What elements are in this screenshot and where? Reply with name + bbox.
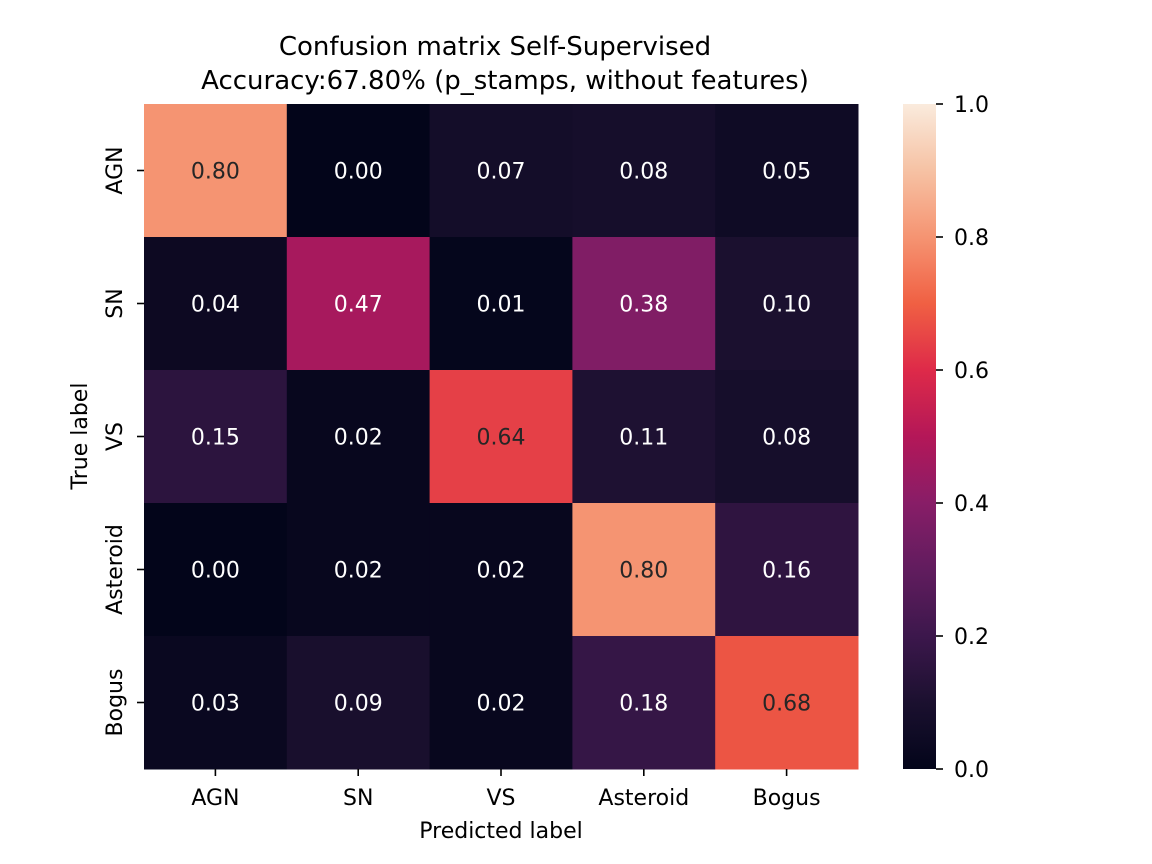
cell-value-label: 0.38: [619, 293, 668, 318]
cell-value-label: 0.07: [477, 160, 526, 185]
heatmap-cell: [572, 104, 716, 238]
colorbar-tick-label: 0.2: [954, 625, 989, 650]
cell-value-label: 0.80: [619, 559, 668, 584]
heatmap-cell: [144, 370, 288, 504]
heatmap-cell: [286, 104, 431, 238]
cell-value-label: 0.10: [762, 293, 811, 318]
cell-value-label: 0.02: [477, 559, 526, 584]
colorbar-tick-label: 0.6: [954, 359, 989, 384]
y-tick-label: Asteroid: [103, 524, 128, 615]
cell-value-label: 0.64: [477, 426, 526, 451]
cell-value-label: 0.00: [334, 160, 383, 185]
heatmap-cell: [144, 636, 288, 770]
x-axis: AGN SN VS Asteroid Bogus: [191, 769, 821, 811]
heatmap-cell: [715, 503, 859, 637]
heatmap-cell: [144, 503, 288, 637]
chart-title-line2: Accuracy:67.80% (p_stamps, without featu…: [201, 66, 809, 96]
heatmap-cell: [715, 370, 859, 504]
cell-value-label: 0.18: [619, 692, 668, 717]
heatmap-cell: [429, 104, 573, 238]
y-tick-label: VS: [103, 422, 128, 451]
x-axis-label: Predicted label: [419, 819, 582, 844]
heatmap-cell: [572, 503, 716, 637]
colorbar-tick-label: 0.4: [954, 492, 989, 517]
cell-value-label: 0.02: [334, 559, 383, 584]
heatmap-cell: [572, 237, 716, 371]
heatmap-cell: [144, 104, 288, 238]
heatmap-cell: [144, 237, 288, 371]
chart-title-line1: Confusion matrix Self-Supervised: [279, 32, 711, 62]
heatmap-cell: [286, 370, 431, 504]
heatmap-cell: [286, 503, 431, 637]
cell-value-label: 0.11: [619, 426, 668, 451]
x-tick-label: Bogus: [753, 786, 821, 811]
y-axis-label: True label: [68, 383, 93, 491]
y-tick-label: AGN: [103, 146, 128, 194]
heatmap-cell: [715, 636, 859, 770]
heatmap-cell: [429, 370, 573, 504]
heatmap-cell: [429, 237, 573, 371]
y-tick-label: SN: [103, 288, 128, 318]
cell-value-label: 0.68: [762, 692, 811, 717]
cell-value-label: 0.47: [334, 293, 383, 318]
colorbar-tick-label: 0.8: [954, 226, 989, 251]
x-tick-label: AGN: [191, 786, 239, 811]
colorbar-gradient: [903, 104, 936, 769]
cell-value-label: 0.08: [619, 160, 668, 185]
colorbar-tick-label: 0.0: [954, 758, 989, 783]
heatmap-cell: [286, 237, 431, 371]
colorbar-tick-label: 1.0: [954, 93, 989, 118]
cell-value-label: 0.08: [762, 426, 811, 451]
y-axis: AGN SN VS Asteroid Bogus: [103, 146, 144, 736]
cell-value-label: 0.03: [191, 692, 240, 717]
heatmap-cell: [429, 503, 573, 637]
x-tick-label: Asteroid: [598, 786, 689, 811]
cell-value-label: 0.01: [477, 293, 526, 318]
heatmap-cell: [715, 237, 859, 371]
cell-value-label: 0.02: [334, 426, 383, 451]
cell-value-label: 0.02: [477, 692, 526, 717]
heatmap-cell: [429, 636, 573, 770]
cell-value-label: 0.80: [191, 160, 240, 185]
cell-value-label: 0.04: [191, 293, 240, 318]
x-tick-label: SN: [343, 786, 373, 811]
cell-value-label: 0.16: [762, 559, 811, 584]
heatmap-cell: [572, 370, 716, 504]
heatmap-cell: [286, 636, 431, 770]
cell-value-label: 0.09: [334, 692, 383, 717]
heatmap-grid: 0.80 0.00 0.07 0.08 0.05 0.04 0.47 0.01 0.38 0.10…: [144, 104, 859, 770]
cell-value-label: 0.05: [762, 160, 811, 185]
colorbar: 0.0 0.2 0.4 0.6 0.8 1.0: [903, 93, 989, 783]
heatmap-cell: [572, 636, 716, 770]
x-tick-label: VS: [486, 786, 515, 811]
y-tick-label: Bogus: [103, 669, 128, 737]
cell-value-label: 0.00: [191, 559, 240, 584]
cell-value-label: 0.15: [191, 426, 240, 451]
heatmap-cell: [715, 104, 859, 238]
